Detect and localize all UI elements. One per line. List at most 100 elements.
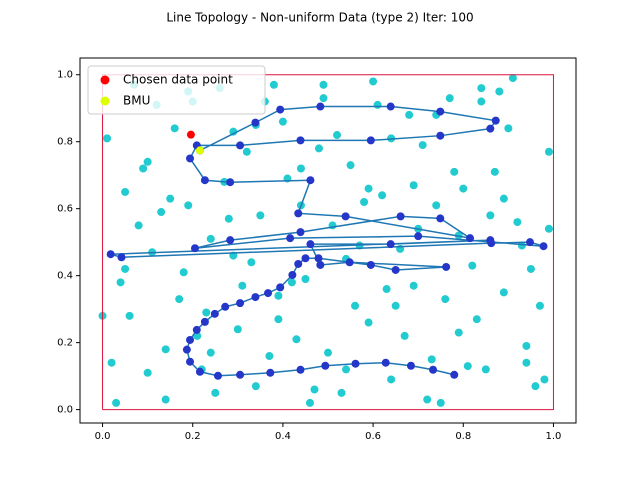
neuron: [316, 102, 325, 111]
data-point: [301, 275, 310, 284]
data-point: [409, 281, 418, 290]
neuron: [341, 212, 350, 221]
data-point: [337, 388, 346, 397]
data-point: [436, 398, 445, 407]
neuron: [294, 259, 303, 268]
data-point: [432, 201, 441, 210]
data-point: [233, 325, 242, 334]
neuron: [391, 265, 400, 274]
axes-frame: [79, 57, 577, 424]
neuron: [296, 136, 305, 145]
chart-title: Line Topology - Non-uniform Data (type 2…: [166, 11, 473, 25]
data-point: [292, 335, 301, 344]
neuron: [396, 212, 405, 221]
data-point: [143, 368, 152, 377]
neuron: [381, 358, 390, 367]
y-tick-label: 0.6: [57, 204, 73, 215]
neuron: [436, 131, 445, 140]
marker: [186, 130, 195, 139]
neuron: [106, 250, 115, 259]
data-point: [540, 375, 549, 384]
neuron: [386, 240, 395, 249]
x-tick-label: 0.0: [95, 431, 111, 442]
legend-box: [87, 65, 266, 115]
neuron: [186, 154, 195, 163]
data-point: [287, 278, 296, 287]
neuron: [345, 258, 354, 267]
data-point: [382, 285, 391, 294]
neuron: [366, 260, 375, 269]
data-point: [193, 331, 202, 340]
neuron: [192, 325, 201, 334]
neuron: [186, 357, 195, 366]
data-point: [121, 264, 130, 273]
data-point: [202, 308, 211, 317]
data-point: [161, 345, 170, 354]
data-point: [134, 221, 143, 230]
data-point: [274, 315, 283, 324]
neuron: [351, 359, 360, 368]
neuron: [366, 136, 375, 145]
neuron: [491, 116, 500, 125]
data-point: [387, 375, 396, 384]
data-point: [157, 208, 166, 217]
neuron: [213, 371, 222, 380]
data-point: [477, 97, 486, 106]
data-point: [513, 218, 522, 227]
data-point: [441, 295, 450, 304]
x-tick-label: 0.2: [185, 431, 201, 442]
data-point: [468, 261, 477, 270]
data-point: [517, 241, 526, 250]
data-point: [427, 355, 436, 364]
data-point: [535, 301, 544, 310]
data-point: [450, 167, 459, 176]
neuron: [301, 254, 310, 263]
data-point: [305, 398, 314, 407]
y-tick-label: 1.0: [57, 70, 73, 81]
neuron: [296, 228, 305, 237]
data-point: [400, 331, 409, 340]
data-point: [161, 395, 170, 404]
data-point: [112, 398, 121, 407]
neuron: [526, 238, 535, 247]
neuron: [436, 107, 445, 116]
data-point: [360, 197, 369, 206]
neuron: [190, 244, 199, 253]
data-point: [504, 124, 513, 133]
neuron: [236, 370, 245, 379]
data-point: [454, 328, 463, 337]
legend-marker: [100, 96, 110, 106]
x-tick-label: 0.8: [455, 431, 471, 442]
neuron: [286, 234, 295, 243]
y-tick-label: 0.8: [57, 137, 73, 148]
data-point: [175, 295, 184, 304]
data-point: [319, 80, 328, 89]
data-point: [251, 382, 260, 391]
neuron: [429, 365, 438, 374]
data-point: [166, 194, 175, 203]
data-point: [247, 258, 256, 267]
data-point: [125, 311, 134, 320]
data-point: [423, 395, 432, 404]
x-tick-label: 0.4: [275, 431, 291, 442]
data-point: [351, 301, 360, 310]
neuron: [200, 317, 209, 326]
neuron: [210, 309, 219, 318]
neuron: [466, 234, 475, 243]
neuron: [486, 124, 495, 133]
data-point: [310, 385, 319, 394]
data-point: [481, 365, 490, 374]
data-point: [490, 167, 499, 176]
data-point: [499, 194, 508, 203]
neuron: [306, 176, 315, 185]
data-point: [242, 147, 251, 156]
data-point: [116, 278, 125, 287]
neuron: [294, 209, 303, 218]
data-point: [499, 288, 508, 297]
data-point: [418, 141, 427, 150]
data-point: [378, 191, 387, 200]
data-point: [319, 94, 328, 103]
neuron: [221, 302, 230, 311]
y-tick-label: 0.4: [57, 271, 73, 282]
